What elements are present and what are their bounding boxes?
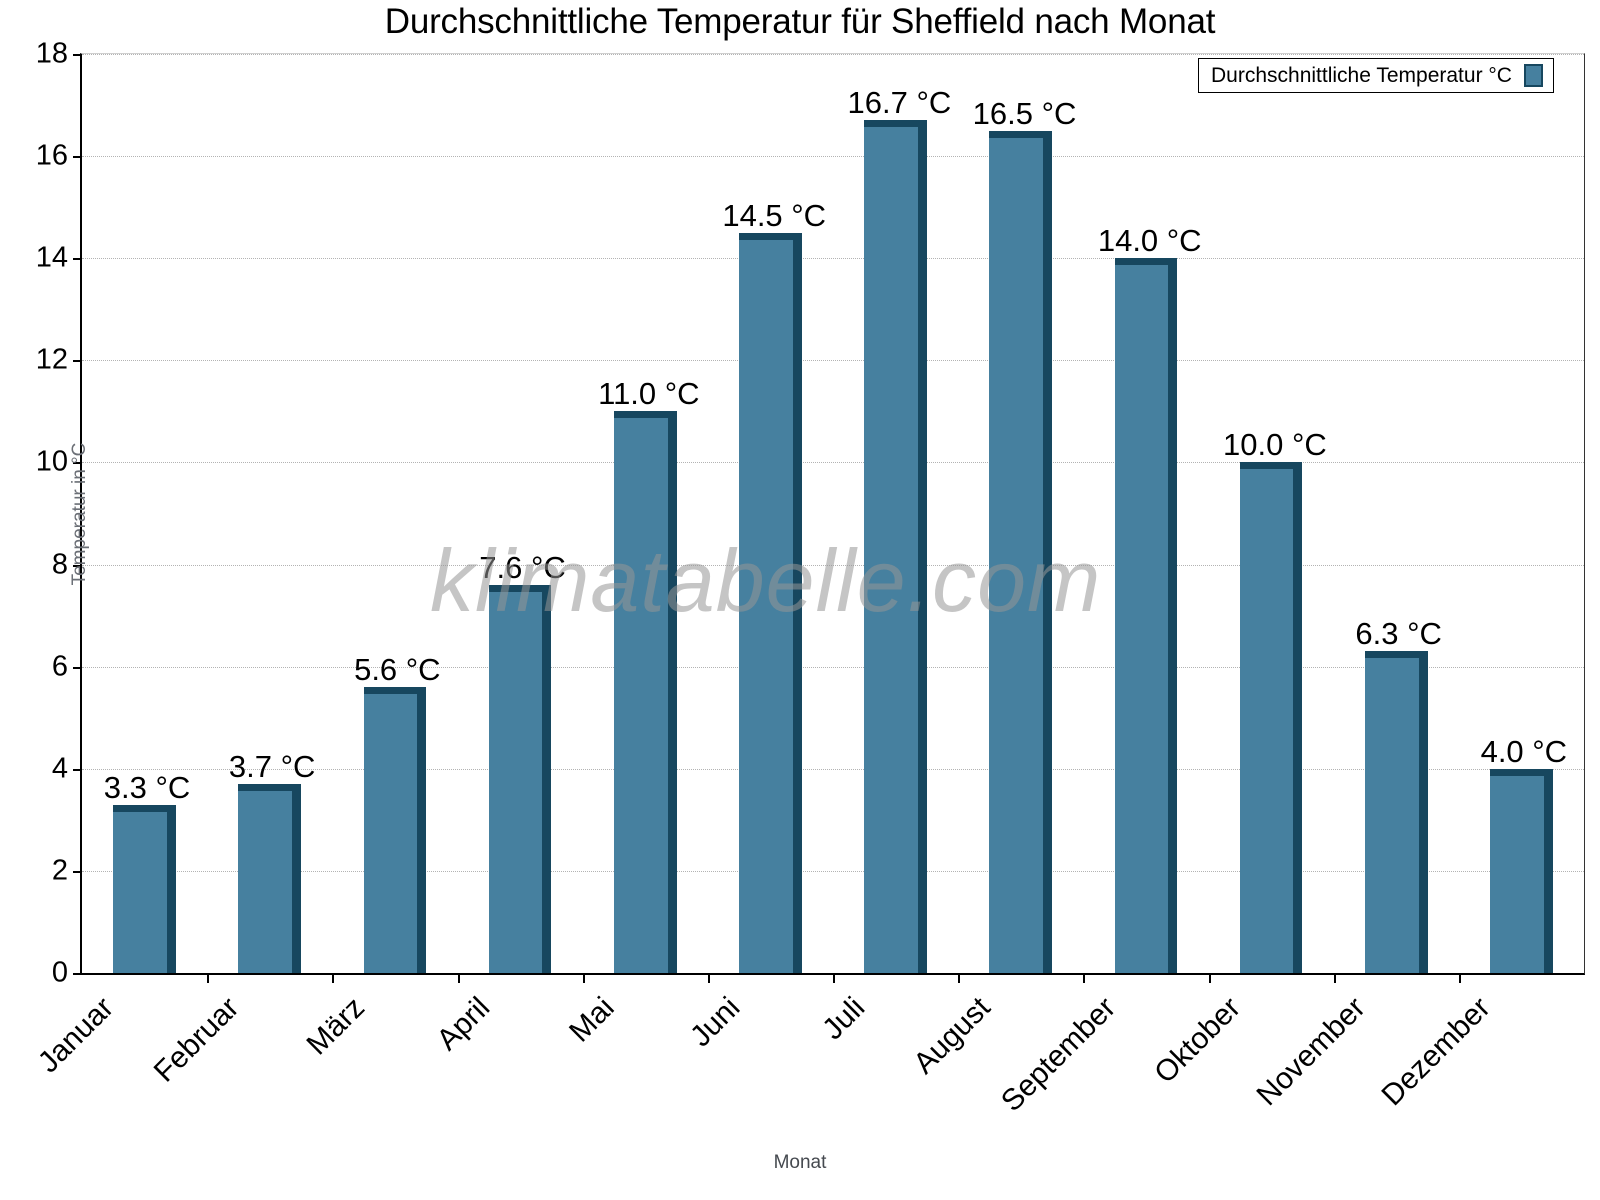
x-tick-mark	[207, 973, 210, 983]
y-tick-label: 2	[51, 854, 68, 887]
x-tick-label: August	[907, 991, 997, 1081]
bar-value-label: 10.0 °C	[1222, 427, 1327, 463]
bar[interactable]: 16.7 °C	[847, 85, 951, 973]
y-tick-mark	[73, 973, 82, 975]
x-axis-title: Monat	[773, 1152, 827, 1173]
x-tick-label: September	[994, 991, 1122, 1119]
x-tick-label: Juli	[816, 991, 872, 1047]
gridline	[82, 768, 1584, 770]
bar[interactable]: 5.6 °C	[354, 652, 441, 973]
x-tick-mark	[707, 973, 710, 983]
x-tick-label: Juni	[683, 991, 747, 1054]
x-tick-mark	[1083, 973, 1086, 983]
gridline	[82, 54, 1584, 55]
bar-value-label: 3.3 °C	[103, 769, 191, 805]
y-tick-label: 8	[51, 548, 68, 581]
x-tick-label: November	[1250, 991, 1373, 1113]
legend: Durchschnittliche Temperatur °C	[1198, 58, 1554, 93]
bar-value-label: 7.6 °C	[479, 549, 566, 585]
x-tick-mark	[1208, 973, 1211, 983]
bar[interactable]: 3.7 °C	[229, 749, 315, 973]
bar-value-label: 16.5 °C	[972, 95, 1077, 131]
bar-value-label: 14.0 °C	[1097, 223, 1202, 259]
gridline	[82, 870, 1584, 872]
y-tick-mark	[73, 462, 82, 465]
bar-value-label: 3.7 °C	[228, 749, 316, 785]
x-tick-mark	[833, 973, 835, 983]
x-tick-mark	[582, 973, 585, 983]
y-tick-mark	[73, 360, 82, 363]
bar-value-label: 11.0 °C	[598, 376, 700, 412]
bar-value-label: 4.0 °C	[1480, 733, 1568, 769]
y-tick-label: 12	[35, 343, 68, 376]
y-tick-label: 6	[51, 650, 68, 683]
bar-value-label: 14.5 °C	[722, 197, 827, 233]
x-tick-mark	[332, 973, 335, 983]
y-tick-mark	[73, 54, 82, 56]
y-tick-mark	[73, 768, 82, 771]
legend-color-swatch	[1523, 64, 1543, 87]
bar[interactable]: 14.0 °C	[1098, 223, 1202, 973]
x-tick-label: Februar	[147, 991, 246, 1089]
y-tick-mark	[73, 666, 82, 669]
y-tick-label: 14	[35, 241, 68, 274]
x-tick-mark	[958, 973, 961, 983]
bar-value-label: 5.6 °C	[354, 652, 441, 688]
y-tick-mark	[73, 564, 82, 567]
bar[interactable]: 4.0 °C	[1481, 734, 1567, 973]
y-tick-mark	[73, 156, 82, 159]
gridline	[82, 156, 1584, 158]
legend-item-label: Durchschnittliche Temperatur °C	[1211, 63, 1512, 87]
y-tick-label: 16	[35, 139, 68, 172]
chart-title: Durchschnittliche Temperatur für Sheffie…	[384, 2, 1216, 41]
bar-value-label: 6.3 °C	[1355, 616, 1442, 652]
bar[interactable]: 14.5 °C	[722, 198, 826, 973]
y-tick-label: 4	[51, 752, 68, 785]
gridline	[82, 462, 1584, 464]
x-tick-mark	[457, 973, 460, 983]
x-tick-label: März	[300, 991, 371, 1062]
bar[interactable]: 16.5 °C	[973, 96, 1076, 973]
gridline	[82, 258, 1584, 260]
y-tick-label: 18	[35, 37, 68, 70]
x-tick-label: Dezember	[1375, 991, 1498, 1113]
y-tick-mark	[73, 870, 82, 873]
bar[interactable]: 6.3 °C	[1355, 616, 1442, 973]
y-tick-label: 10	[35, 445, 68, 478]
x-tick-mark	[1458, 973, 1461, 983]
gridline	[82, 360, 1584, 362]
x-tick-label: Oktober	[1148, 991, 1247, 1090]
y-axis-title: Temperatur in °C	[69, 442, 90, 585]
bar[interactable]: 11.0 °C	[598, 376, 700, 973]
gridline	[82, 666, 1584, 668]
x-tick-label: Mai	[563, 991, 622, 1049]
x-tick-label: April	[430, 991, 496, 1057]
x-tick-label: Januar	[32, 991, 121, 1080]
y-tick-mark	[73, 258, 82, 261]
bar[interactable]: 10.0 °C	[1223, 427, 1327, 973]
bar[interactable]: 3.3 °C	[104, 770, 190, 973]
gridline	[82, 564, 1584, 566]
y-tick-label: 0	[51, 956, 68, 989]
bar-value-label: 16.7 °C	[847, 85, 952, 121]
x-tick-mark	[1333, 973, 1336, 983]
plot-area: 0 2 4 6 8 10 12 14 16 18 Januar Februar März April Ma…	[32, 38, 1585, 1118]
bar[interactable]: 7.6 °C	[479, 550, 566, 973]
